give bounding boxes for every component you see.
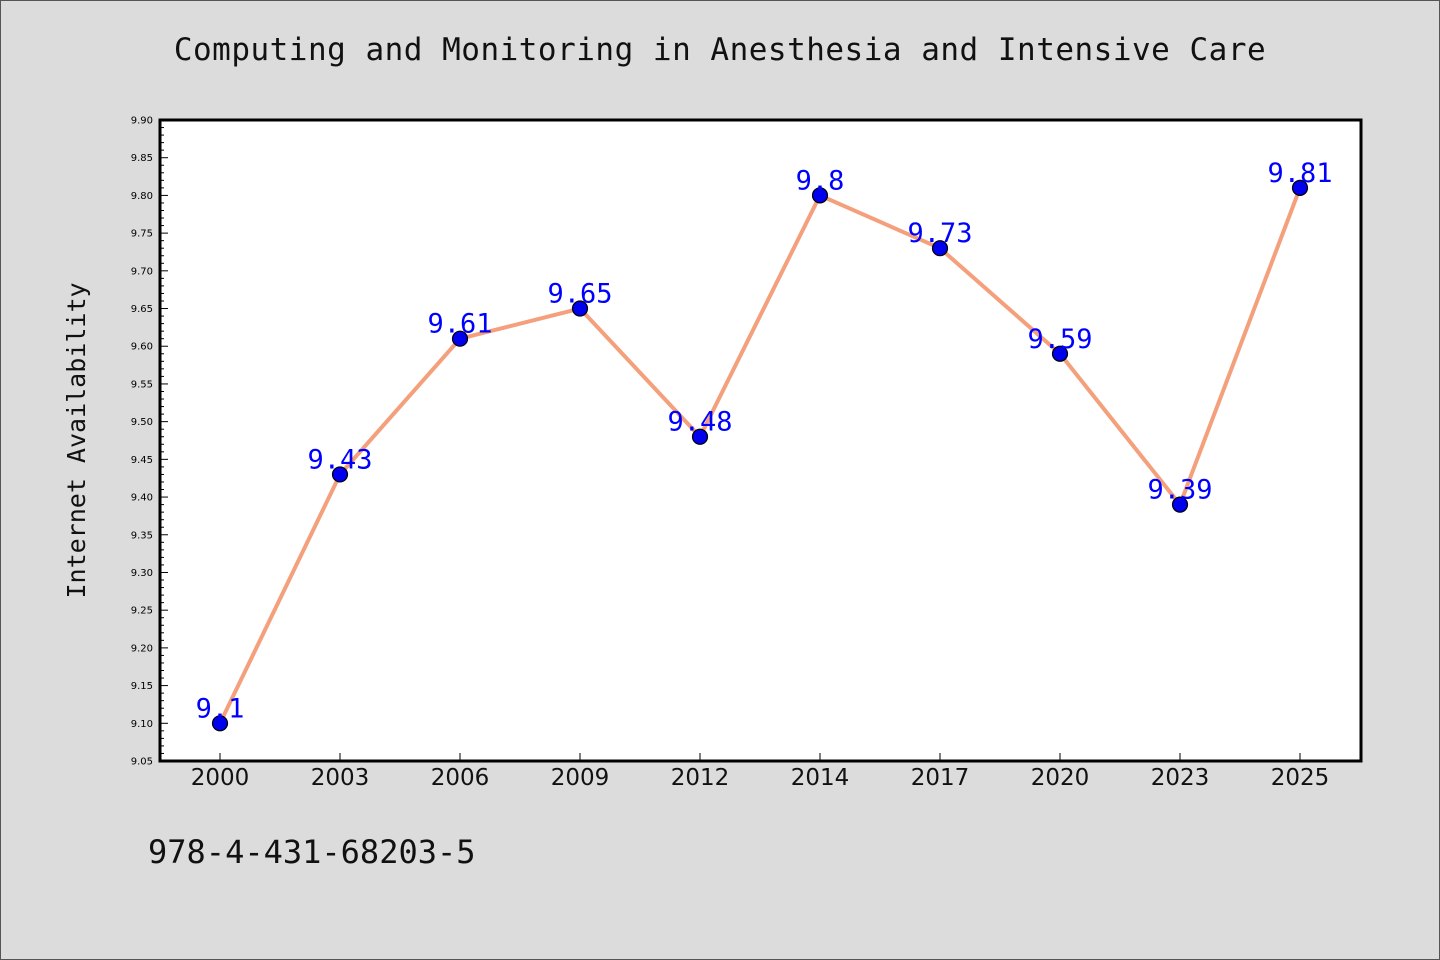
y-axis: 9.05 9.10 9.15 9.20 9.25 9.30 9.35 9.40 9.45 9.50…: [131, 116, 168, 768]
chart-title: Computing and Monitoring in Anesthesia a…: [173, 32, 1267, 68]
x-tick-label: 2020: [1031, 765, 1090, 791]
y-tick-label: 9.40: [131, 493, 153, 504]
y-tick-label: 9.85: [131, 153, 153, 164]
data-point: [1171, 496, 1189, 513]
y-tick-label: 9.05: [131, 757, 153, 768]
x-tick-label: 2000: [191, 765, 250, 791]
data-point: [1051, 345, 1069, 362]
data-label: 9.73: [907, 218, 972, 249]
data-label: 9.59: [1027, 324, 1092, 355]
x-tick-label: 2025: [1271, 765, 1330, 791]
data-labels: 9.1 9.43 9.61 9.65 9.48 9.8 9.73 9.59 9.39 9.81: [196, 158, 1333, 724]
x-tick-label: 2012: [671, 765, 730, 791]
x-tick-label: 2014: [791, 765, 850, 791]
y-tick-label: 9.55: [131, 379, 153, 390]
x-tick-label: 2017: [911, 765, 970, 791]
y-tick-label: 9.45: [131, 455, 153, 466]
y-axis-title: Internet Availability: [62, 282, 91, 598]
y-tick-label: 9.70: [131, 266, 153, 277]
data-point: [691, 428, 709, 445]
data-label: 9.81: [1267, 158, 1332, 189]
y-tick-label: 9.80: [131, 191, 153, 202]
data-label: 9.43: [307, 444, 372, 475]
plot-area: [158, 118, 1363, 763]
series-markers: [211, 179, 1309, 732]
data-point: [811, 187, 829, 204]
y-tick-label: 9.25: [131, 606, 153, 617]
x-tick-label: 2023: [1151, 765, 1210, 791]
x-axis: 2000 2003 2006 2009 2012 2014 2017 2020 2023 2025: [191, 753, 1330, 791]
isbn-label: 978-4-431-68203-5: [148, 833, 476, 871]
y-tick-label: 9.75: [131, 229, 153, 240]
y-tick-label: 9.35: [131, 530, 153, 541]
x-tick-label: 2006: [431, 765, 490, 791]
data-label: 9.61: [427, 309, 492, 340]
data-point: [571, 300, 589, 317]
y-tick-label: 9.30: [131, 568, 153, 579]
y-tick-label: 9.20: [131, 643, 153, 654]
data-label: 9.65: [547, 279, 612, 310]
x-tick-label: 2003: [311, 765, 370, 791]
y-tick-label: 9.65: [131, 304, 153, 315]
data-point: [451, 330, 469, 347]
data-label: 9.48: [667, 407, 732, 438]
y-tick-label: 9.50: [131, 417, 153, 428]
y-tick-label: 9.10: [131, 719, 153, 730]
y-tick-label: 9.15: [131, 681, 153, 692]
data-point: [1291, 179, 1309, 196]
data-label: 9.39: [1147, 475, 1212, 506]
data-label: 9.1: [196, 693, 245, 724]
data-point: [211, 715, 229, 732]
x-tick-label: 2009: [551, 765, 610, 791]
series-line: [218, 187, 1302, 725]
data-label: 9.8: [796, 165, 845, 196]
data-point: [931, 240, 949, 257]
y-tick-label: 9.60: [131, 342, 153, 353]
y-tick-label: 9.90: [131, 116, 153, 127]
data-point: [331, 466, 349, 483]
